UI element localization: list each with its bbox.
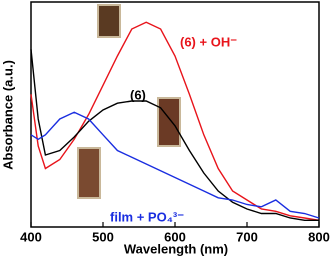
series-line	[30, 21, 320, 221]
x-tick-label: 700	[236, 229, 258, 244]
series-label: film + PO₄³⁻	[110, 209, 184, 224]
x-tick-label: 800	[308, 229, 330, 244]
series-line	[30, 49, 319, 221]
vial-photo	[157, 97, 181, 147]
vial-photos	[77, 4, 181, 199]
series-label: (6)	[130, 87, 146, 102]
vial-photo	[97, 4, 121, 38]
vial-photo	[77, 147, 101, 199]
y-axis-label: Absorbance (a.u.)	[0, 60, 15, 170]
x-tick-label: 400	[20, 229, 42, 244]
series-line	[30, 111, 320, 219]
x-axis-label: Wavelength (nm)	[124, 241, 228, 256]
series-label: (6) + OH⁻	[180, 34, 237, 49]
x-tick-label: 600	[164, 229, 186, 244]
x-tick-label: 500	[92, 229, 114, 244]
